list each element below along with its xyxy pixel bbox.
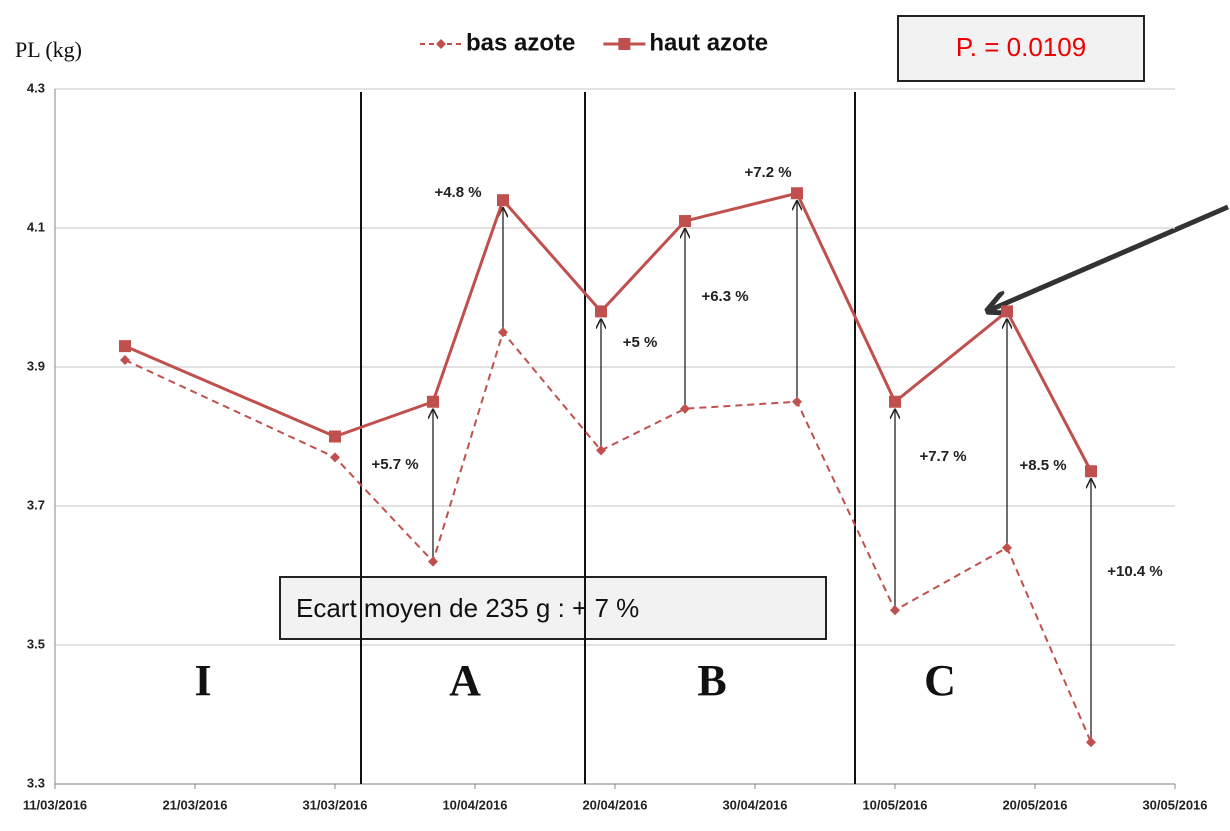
series-line (124, 330, 1092, 743)
x-tick-label: 10/05/2016 (862, 797, 927, 812)
marker (330, 452, 340, 463)
p-value-box (897, 15, 1145, 82)
marker (595, 305, 607, 318)
marker (427, 395, 439, 408)
annotation: +6.3 % (701, 288, 748, 305)
period-label: B (697, 656, 726, 705)
legend-label: bas azote (466, 29, 575, 56)
y-axis-label: PL (kg) (15, 37, 82, 62)
period-label: C (924, 656, 956, 705)
pointer-arrow (990, 204, 1229, 310)
period-label: I (194, 656, 211, 705)
annotation: +5.7 % (371, 456, 418, 473)
legend-label: haut azote (649, 29, 768, 56)
marker (791, 187, 803, 200)
y-tick-label: 3.3 (27, 775, 45, 790)
marker (890, 605, 900, 616)
x-tick-label: 11/03/2016 (23, 797, 87, 812)
legend-marker (618, 38, 631, 50)
legend-marker (436, 39, 446, 49)
y-tick-label: 4.1 (27, 219, 45, 234)
x-tick-label: 20/05/2016 (1002, 797, 1067, 812)
marker (889, 395, 901, 408)
annotation: +5 % (623, 334, 658, 351)
annotation: +10.4 % (1107, 563, 1162, 580)
annotation: +8.5 % (1019, 457, 1066, 474)
x-tick-label: 30/04/2016 (722, 797, 787, 812)
marker (792, 396, 802, 407)
marker (1085, 465, 1097, 478)
marker (596, 445, 606, 456)
annotation: +7.7 % (919, 448, 966, 465)
x-tick-label: 30/05/2016 (1142, 797, 1207, 812)
marker (679, 215, 691, 228)
annotation: +7.2 % (744, 164, 791, 181)
summary: Ecart moyen de 235 g : + 7 % (296, 593, 639, 623)
p-value: P. = 0.0109 (956, 32, 1086, 62)
marker (1002, 542, 1012, 553)
x-tick-label: 31/03/2016 (302, 797, 367, 812)
marker (497, 194, 509, 207)
annotation: +4.8 % (434, 184, 481, 201)
y-tick-label: 3.7 (27, 497, 45, 512)
summary-box (279, 576, 827, 640)
y-tick-label: 3.9 (27, 358, 45, 373)
series-line (124, 191, 1093, 472)
marker (428, 556, 438, 567)
marker (1001, 305, 1013, 318)
y-tick-label: 4.3 (27, 80, 45, 95)
marker (329, 430, 341, 443)
x-tick-label: 21/03/2016 (162, 797, 227, 812)
marker (119, 340, 131, 353)
marker (120, 355, 130, 366)
period-label: A (449, 656, 481, 705)
y-tick-label: 3.5 (27, 636, 45, 651)
marker (680, 403, 690, 414)
marker (1086, 737, 1096, 748)
x-tick-label: 20/04/2016 (582, 797, 647, 812)
marker (498, 327, 508, 338)
x-tick-label: 10/04/2016 (442, 797, 507, 812)
